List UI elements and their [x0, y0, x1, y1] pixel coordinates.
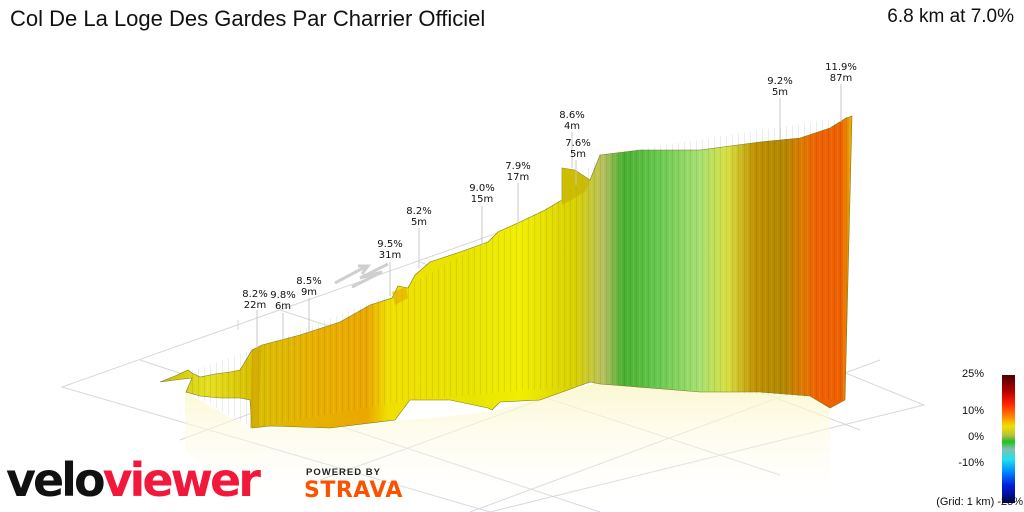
legend-tick: 0%	[968, 431, 984, 443]
segment-title: Col De La Loge Des Gardes Par Charrier O…	[10, 6, 486, 31]
veloviewer-logo: veloviewer	[6, 452, 261, 508]
annotation-length: 5m	[411, 217, 427, 228]
annotation-gradient: 8.2%	[406, 206, 431, 217]
annotation-gradient: 11.9%	[825, 62, 857, 73]
gradient-color-legend: 25% 10% 0% -10%	[958, 368, 1024, 512]
color-scale-bar	[1002, 375, 1015, 503]
legend-tick: -10%	[958, 457, 984, 469]
annotation-gradient: 8.5%	[296, 276, 321, 287]
annotation-length: 4m	[564, 121, 580, 132]
annotation-length: 87m	[830, 73, 852, 84]
logo-velo: velo	[6, 453, 106, 507]
annotation-length: 22m	[244, 300, 266, 311]
annotation-gradient: 7.9%	[505, 161, 530, 172]
grid-scale-note: (Grid: 1 km) -25%	[936, 496, 1023, 508]
annotation-length: 17m	[507, 172, 529, 183]
annotation-leaders	[256, 84, 842, 348]
annotation-length: 5m	[772, 87, 788, 98]
annotation-length: 15m	[471, 194, 493, 205]
direction-arrow-icon	[334, 262, 389, 289]
logo-viewer: viewer	[102, 453, 261, 507]
annotation-gradient: 7.6%	[565, 138, 590, 149]
annotation-labels: 8.2% 22m 9.8% 6m 8.5% 9m 9.5% 31m 8.2% 5…	[242, 62, 857, 312]
annotation-gradient: 9.2%	[767, 76, 792, 87]
annotation-length: 31m	[379, 250, 401, 261]
legend-tick: 25%	[961, 368, 984, 380]
powered-by-label: POWERED BY	[306, 467, 381, 478]
legend-tick: 10%	[961, 405, 984, 417]
annotation-gradient: 8.2%	[242, 289, 267, 300]
segment-summary: 6.8 km at 7.0%	[887, 6, 1014, 27]
annotation-length: 9m	[301, 287, 317, 298]
annotation-length: 6m	[275, 301, 291, 312]
profile-reflection	[185, 382, 830, 512]
annotation-gradient: 9.8%	[270, 290, 295, 301]
strava-logo: STRAVA	[304, 478, 403, 503]
annotation-length: 5m	[570, 149, 586, 160]
annotation-gradient: 9.0%	[469, 183, 494, 194]
annotation-gradient: 8.6%	[559, 110, 584, 121]
annotation-gradient: 9.5%	[377, 239, 402, 250]
